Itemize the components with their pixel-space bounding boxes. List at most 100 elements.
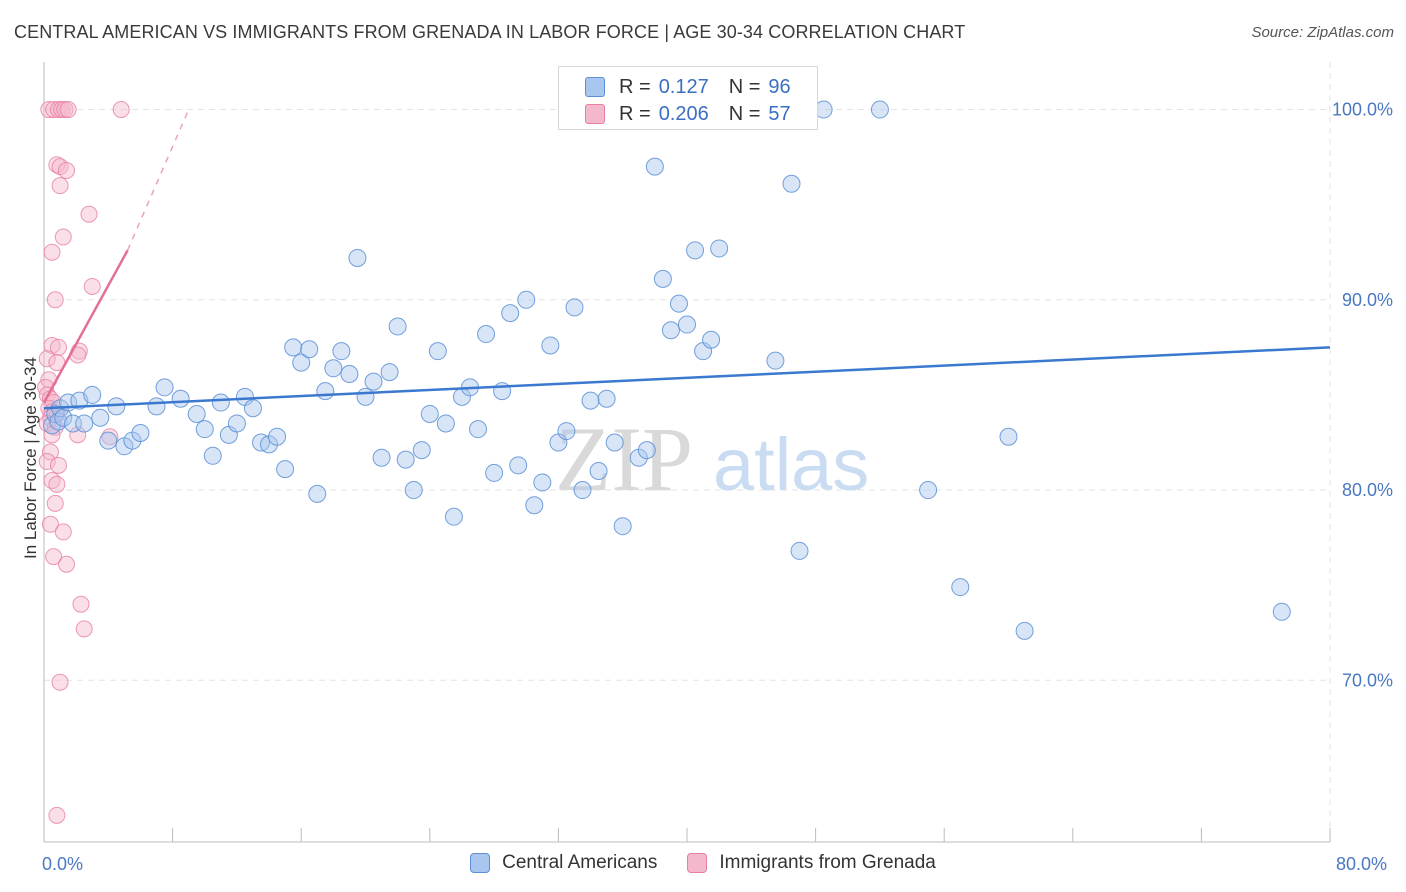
data-point-central-american (661, 321, 680, 340)
data-point-central-american (605, 433, 624, 452)
data-point-central-american (147, 397, 166, 416)
trend-extension-grenada (126, 109, 190, 251)
data-point-central-american (444, 507, 463, 526)
data-point-central-american (396, 450, 415, 469)
data-point-central-american (541, 336, 560, 355)
legend-item-central-americans[interactable]: Central Americans (470, 852, 657, 874)
data-point-central-american (131, 423, 150, 442)
trend-line-grenada (42, 249, 129, 404)
data-point-central-american (428, 342, 447, 361)
data-point-central-american (155, 378, 174, 397)
data-point-grenada (41, 443, 59, 461)
data-point-grenada (59, 101, 77, 119)
data-point-central-american (702, 330, 721, 349)
data-point-central-american (645, 157, 664, 176)
legend-row-central-americans: R = 0.127 N = 96 (585, 74, 791, 100)
data-point-central-american (533, 473, 552, 492)
data-point-central-american (485, 463, 504, 482)
data-point-central-american (203, 446, 222, 465)
data-point-central-american (308, 484, 327, 503)
data-point-central-american (565, 298, 584, 317)
legend-swatch-pink (687, 853, 708, 873)
data-point-central-american (581, 391, 600, 410)
data-point-central-american (782, 174, 801, 193)
data-point-central-american (324, 359, 343, 378)
data-point-central-american (597, 389, 616, 408)
data-point-central-american (436, 414, 455, 433)
data-point-central-american (686, 241, 705, 260)
data-point-central-american (1272, 602, 1291, 621)
y-tick-labels: 70.0% 80.0% 90.0% 100.0% (1332, 100, 1393, 691)
trend-line-central-americans (43, 346, 1331, 410)
data-point-central-american (469, 420, 488, 439)
data-point-central-american (669, 294, 688, 313)
data-point-central-american (364, 372, 383, 391)
data-point-central-american (589, 462, 608, 481)
data-point-grenada (83, 277, 101, 295)
data-point-grenada (46, 494, 64, 512)
data-point-grenada (58, 555, 76, 573)
data-point-central-american (316, 382, 335, 401)
data-point-central-american (227, 414, 246, 433)
data-point-central-american (340, 365, 359, 383)
legend-swatch-pink (585, 104, 605, 124)
x-tick-label-min: 0.0% (42, 854, 83, 874)
data-point-central-american (412, 441, 431, 460)
data-point-central-american (790, 541, 809, 560)
data-point-grenada (43, 336, 61, 354)
data-point-central-american (187, 404, 206, 423)
y-tick-label: 100.0% (1332, 100, 1393, 120)
chart-title: CENTRAL AMERICAN VS IMMIGRANTS FROM GREN… (14, 22, 966, 42)
data-point-central-american (557, 422, 576, 441)
data-point-grenada (38, 453, 56, 471)
legend-swatch-blue (585, 77, 605, 97)
data-point-central-american (420, 404, 439, 423)
data-point-central-american (951, 578, 970, 597)
data-point-central-american (356, 387, 375, 406)
data-point-central-american (919, 481, 938, 500)
y-axis-label: In Labor Force | Age 30-34 (21, 357, 40, 559)
y-tick-label: 90.0% (1342, 290, 1393, 310)
x-tick-label-max: 80.0% (1336, 854, 1387, 874)
data-point-central-american (404, 481, 423, 500)
data-point-central-american (292, 353, 311, 372)
data-point-central-american (332, 342, 351, 361)
series-grenada-points (37, 101, 130, 824)
data-point-central-american (613, 517, 632, 536)
data-point-central-american (678, 315, 696, 334)
watermark: ZIP atlas (555, 408, 869, 510)
data-point-central-american (171, 389, 190, 408)
data-point-central-american (380, 363, 399, 382)
data-point-grenada (45, 548, 63, 566)
data-point-grenada (51, 177, 69, 195)
data-point-grenada (54, 523, 72, 541)
data-point-grenada (41, 515, 59, 533)
data-point-grenada (51, 673, 69, 691)
data-point-grenada (58, 161, 76, 179)
data-point-central-american (99, 431, 118, 450)
legend-item-grenada[interactable]: Immigrants from Grenada (687, 852, 936, 874)
data-point-grenada (48, 475, 66, 493)
data-point-grenada (75, 620, 93, 638)
data-point-central-american (348, 248, 367, 267)
legend-row-grenada: R = 0.206 N = 57 (585, 101, 791, 127)
watermark-zip: ZIP (555, 408, 693, 510)
data-point-central-american (999, 427, 1018, 446)
data-point-central-american (195, 420, 214, 439)
data-point-central-american (372, 448, 391, 467)
data-point-central-american (501, 304, 520, 323)
data-point-grenada (54, 228, 72, 246)
data-point-central-american (517, 290, 536, 309)
axes (43, 62, 1331, 843)
correlation-legend: R = 0.127 N = 96 R = 0.206 N = 57 (558, 66, 818, 130)
data-point-central-american (268, 427, 287, 446)
data-point-central-american (573, 481, 592, 500)
data-point-central-american (284, 338, 303, 357)
legend-swatch-blue (470, 853, 491, 873)
data-point-central-american (509, 456, 528, 475)
data-point-central-american (637, 441, 656, 460)
data-point-central-american (388, 317, 407, 336)
data-point-central-american (75, 414, 94, 433)
data-point-central-american (653, 269, 672, 288)
data-point-grenada (49, 456, 67, 474)
